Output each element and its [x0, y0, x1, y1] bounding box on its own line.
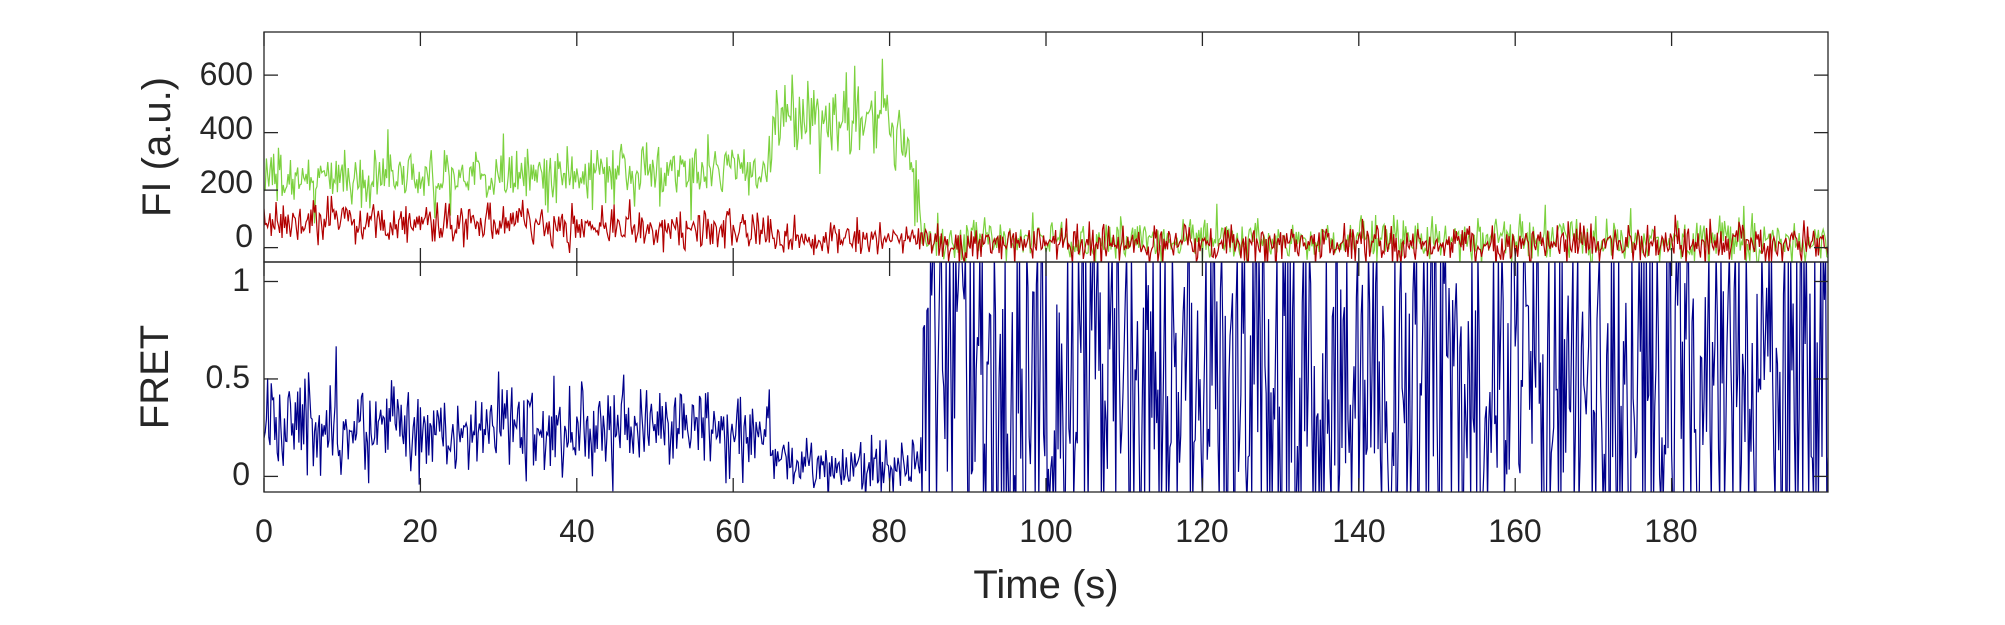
time-xtick-label: 40: [559, 513, 595, 549]
fret-ticks: [263, 262, 1828, 492]
fluorescence-ytick-label: 400: [200, 110, 253, 146]
fluorescence-y-axis-label: FI (a.u.): [135, 77, 179, 217]
fluorescence-ytick-label: 200: [200, 164, 253, 200]
time-x-axis-label: Time (s): [973, 563, 1118, 607]
fret-panel: 0 0.5 1 FRET 0 20 40 60 80 100 120 140 1…: [133, 261, 1829, 607]
fret-efficiency-trace: [264, 262, 1828, 492]
fret-ytick-label: 1: [232, 262, 250, 298]
fluorescence-ytick-label: 0: [235, 218, 253, 254]
time-xtick-label: 20: [402, 513, 438, 549]
time-xtick-label: 0: [255, 513, 273, 549]
fret-ytick-label: 0.5: [206, 359, 250, 395]
time-xtick-label: 60: [715, 513, 751, 549]
fret-ytick-label: 0: [232, 456, 250, 492]
time-xtick-label: 120: [1175, 513, 1228, 549]
fret-y-axis-label: FRET: [133, 325, 177, 429]
fret-plot-area: [264, 262, 1828, 492]
acceptor-intensity-trace: [264, 195, 1828, 262]
time-xtick-label: 80: [871, 513, 907, 549]
fluorescence-panel: 0 200 400 600 FI (a.u.): [135, 31, 1829, 263]
time-xtick-label: 160: [1488, 513, 1541, 549]
time-xtick-label: 140: [1332, 513, 1385, 549]
time-xtick-label: 100: [1019, 513, 1072, 549]
time-xtick-label: 180: [1644, 513, 1697, 549]
fluorescence-y-ticks: [263, 32, 1828, 262]
fluorescence-ytick-label: 600: [200, 56, 253, 92]
